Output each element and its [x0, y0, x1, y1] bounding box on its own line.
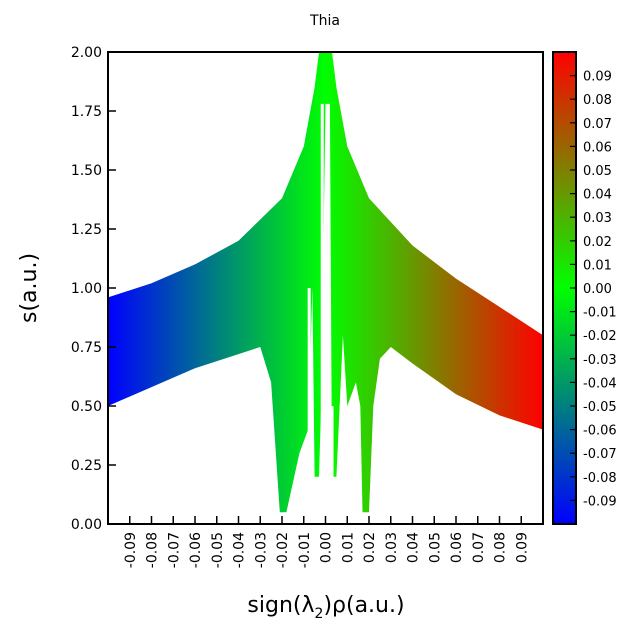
colorbar-tick-label: 0.00	[583, 282, 612, 297]
y-tick-label: 1.50	[71, 163, 102, 179]
colorbar-tick-label: 0.06	[583, 140, 612, 155]
y-axis-ticks: 0.00 0.25 0.50 0.75 1.00 1.25 1.50 1.75 2.00	[71, 45, 116, 533]
x-tick-label: -0.09	[123, 532, 139, 568]
x-tick-label: -0.07	[166, 532, 182, 568]
y-tick-label: 0.25	[71, 458, 102, 474]
colorbar-tick-label: -0.07	[583, 447, 617, 462]
data-region	[108, 52, 543, 513]
colorbar-tick-label: -0.01	[583, 306, 617, 321]
gap-lines	[307, 103, 334, 477]
colorbar-tick-label: 0.01	[583, 258, 612, 273]
colorbar-tick-label: -0.08	[583, 471, 617, 486]
x-tick-label: -0.06	[188, 532, 204, 568]
colorbar-tick-label: 0.03	[583, 211, 612, 226]
colorbar-tick-label: -0.05	[583, 400, 617, 415]
x-tick-label: -0.08	[145, 532, 161, 568]
colorbar-tick-label: -0.06	[583, 424, 617, 439]
x-axis-label: sign(λ2)ρ(a.u.)	[247, 593, 404, 622]
x-tick-label: 0.05	[427, 532, 443, 563]
x-tick-label: 0.01	[340, 532, 356, 563]
y-tick-label: 1.00	[71, 281, 102, 297]
colorbar-tick-label: -0.09	[583, 494, 617, 509]
x-axis-ticks: -0.09 -0.08 -0.07 -0.06 -0.05 -0.04 -0.03 -0.02…	[123, 516, 530, 568]
colorbar-tick-label: 0.05	[583, 164, 612, 179]
plot-area	[108, 52, 543, 513]
y-tick-label: 2.00	[71, 45, 102, 61]
x-tick-label: 0.08	[493, 532, 509, 563]
colorbar-tick-label: 0.08	[583, 93, 612, 108]
x-tick-label: -0.05	[210, 532, 226, 568]
x-tick-label: 0.06	[449, 532, 465, 563]
y-tick-label: 1.25	[71, 222, 102, 238]
y-axis-label: s(a.u.)	[17, 253, 42, 323]
x-tick-label: -0.03	[253, 532, 269, 568]
colorbar-tick-label: -0.02	[583, 329, 617, 344]
colorbar-tick-label: 0.04	[583, 188, 612, 203]
colorbar-tick-label: 0.07	[583, 117, 612, 132]
x-tick-label: 0.00	[319, 532, 335, 563]
colorbar-ticks: 0.09 0.08 0.07 0.06 0.05 0.04 0.03 0.02 0.01 0.00…	[570, 70, 617, 509]
x-tick-label: 0.02	[362, 532, 378, 563]
colorbar-tick-label: 0.02	[583, 235, 612, 250]
x-tick-label: -0.02	[275, 532, 291, 568]
x-tick-label: -0.04	[232, 532, 248, 568]
y-tick-label: 1.75	[71, 104, 102, 120]
y-tick-label: 0.75	[71, 340, 102, 356]
x-tick-label: 0.03	[384, 532, 400, 563]
x-tick-label: 0.09	[514, 532, 530, 563]
chart-title: Thia	[309, 13, 340, 29]
x-tick-label: -0.01	[297, 532, 313, 568]
colorbar-tick-label: -0.04	[583, 376, 617, 391]
colorbar-tick-label: -0.03	[583, 353, 617, 368]
colorbar-tick-label: 0.09	[583, 70, 612, 85]
y-tick-label: 0.50	[71, 399, 102, 415]
x-tick-label: 0.07	[471, 532, 487, 563]
y-tick-label: 0.00	[71, 517, 102, 533]
x-tick-label: 0.04	[406, 532, 422, 563]
